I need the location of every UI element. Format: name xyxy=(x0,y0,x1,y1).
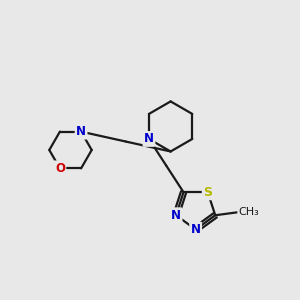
Text: N: N xyxy=(76,125,86,138)
Text: S: S xyxy=(203,186,212,199)
Text: N: N xyxy=(144,133,154,146)
Text: CH₃: CH₃ xyxy=(238,207,259,217)
Text: O: O xyxy=(55,162,65,175)
Text: N: N xyxy=(190,223,201,236)
Text: N: N xyxy=(171,209,181,222)
